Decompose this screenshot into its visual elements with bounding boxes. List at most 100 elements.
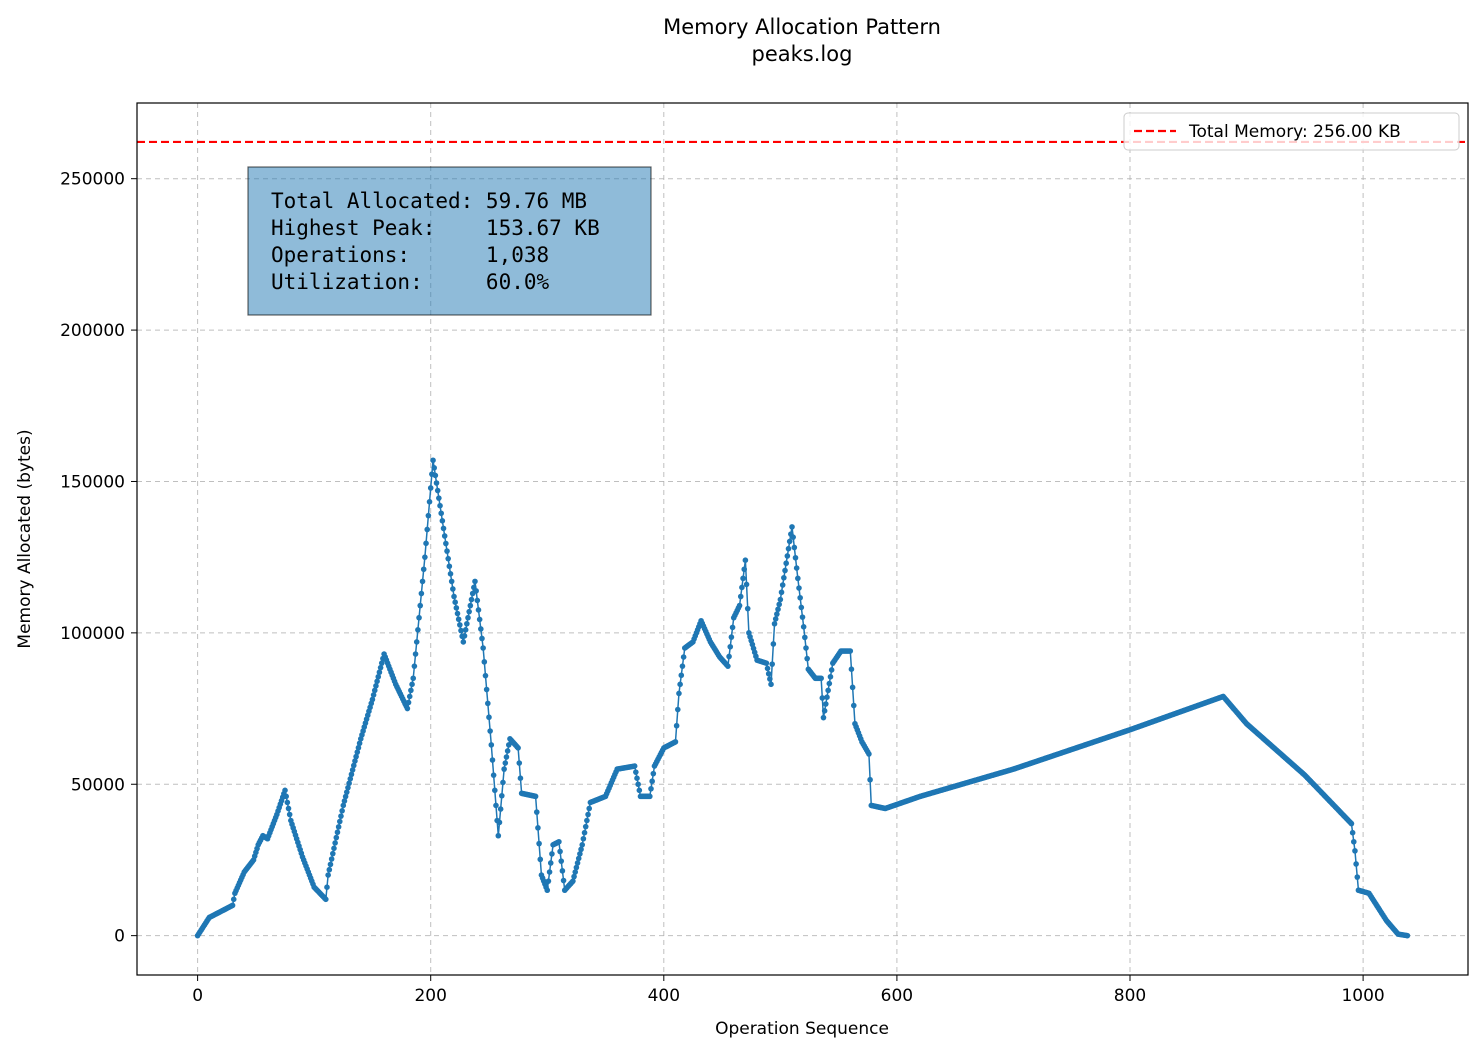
y-tick-label: 100000 xyxy=(60,624,125,644)
data-point xyxy=(355,744,362,751)
data-point xyxy=(417,602,424,609)
data-point xyxy=(454,610,461,617)
data-point xyxy=(330,850,336,857)
data-point xyxy=(422,554,428,560)
x-tick-label: 600 xyxy=(881,986,913,1006)
data-point xyxy=(537,856,544,863)
data-point xyxy=(496,819,503,826)
y-tick-label: 200000 xyxy=(60,321,125,341)
data-point xyxy=(492,787,498,794)
data-point xyxy=(577,851,583,857)
data-point xyxy=(649,778,655,785)
data-point xyxy=(341,798,348,804)
data-point xyxy=(573,864,580,871)
data-point xyxy=(370,692,377,698)
data-point xyxy=(505,742,512,748)
data-point xyxy=(849,684,856,691)
data-point xyxy=(343,789,350,795)
data-point xyxy=(504,748,511,754)
data-point xyxy=(792,554,799,561)
data-point xyxy=(481,659,488,665)
series-memory xyxy=(194,457,1411,939)
data-point xyxy=(516,760,523,766)
data-point xyxy=(779,582,786,588)
data-point xyxy=(457,622,463,628)
data-point xyxy=(1350,838,1357,845)
data-point xyxy=(486,714,492,721)
data-point xyxy=(420,566,427,573)
data-point xyxy=(423,540,429,547)
data-point xyxy=(584,817,590,824)
data-point xyxy=(784,553,791,559)
data-point xyxy=(346,780,352,787)
data-point xyxy=(559,868,566,874)
data-point xyxy=(473,588,479,594)
data-point xyxy=(547,860,554,866)
stats-total-allocated: Total Allocated: 59.76 MB xyxy=(271,189,587,213)
grid-lines xyxy=(137,103,1468,975)
data-point xyxy=(497,806,504,812)
data-point xyxy=(778,589,785,596)
data-point xyxy=(743,581,750,588)
data-point xyxy=(793,565,800,571)
data-point xyxy=(795,575,801,582)
x-tick-label: 1000 xyxy=(1341,986,1384,1006)
data-point xyxy=(448,578,455,585)
data-point xyxy=(500,779,506,786)
data-point xyxy=(324,884,330,890)
data-point xyxy=(800,624,807,630)
data-point xyxy=(451,593,457,600)
data-point xyxy=(432,472,439,479)
data-point xyxy=(404,705,411,712)
data-point xyxy=(452,599,458,605)
data-point xyxy=(369,696,376,703)
stats-utilization: Utilization: 60.0% xyxy=(271,270,550,294)
data-point xyxy=(467,602,474,609)
legend: Total Memory: 256.00 KB xyxy=(1123,112,1460,151)
data-point xyxy=(678,672,685,679)
data-point xyxy=(739,584,745,591)
data-point xyxy=(673,722,680,729)
data-point xyxy=(450,586,456,592)
data-point xyxy=(461,633,468,639)
data-point xyxy=(867,776,873,783)
data-point xyxy=(574,860,581,866)
data-point xyxy=(405,699,412,706)
data-point xyxy=(1348,820,1355,827)
data-point xyxy=(634,775,640,781)
data-point xyxy=(535,825,541,831)
data-point xyxy=(325,872,331,878)
y-axis-label: Memory Allocated (bytes) xyxy=(15,429,35,648)
data-point xyxy=(431,465,438,471)
data-point xyxy=(335,824,342,830)
data-point xyxy=(825,687,831,694)
data-point xyxy=(376,669,383,676)
data-point xyxy=(375,673,382,680)
data-point xyxy=(443,540,449,547)
data-point xyxy=(284,799,291,806)
stats-box: Total Allocated: 59.76 MB Highest Peak: … xyxy=(247,166,652,316)
y-axis-ticks: 0 50000 100000 150000 200000 250000 xyxy=(60,170,137,947)
data-point xyxy=(769,661,775,667)
data-point xyxy=(850,702,857,709)
data-point xyxy=(544,887,551,894)
data-point xyxy=(586,805,593,812)
data-point xyxy=(728,634,735,640)
data-point xyxy=(434,487,441,494)
data-point xyxy=(416,614,422,621)
data-point xyxy=(332,840,338,846)
data-point xyxy=(408,687,414,694)
data-point xyxy=(790,534,796,540)
data-point xyxy=(378,660,385,666)
y-tick-label: 250000 xyxy=(60,170,125,190)
data-point xyxy=(772,616,779,622)
data-point xyxy=(764,665,771,672)
data-point xyxy=(502,760,509,766)
legend-box xyxy=(1123,112,1460,151)
data-point xyxy=(826,680,833,687)
data-point xyxy=(775,606,781,613)
data-point xyxy=(823,701,829,707)
data-point xyxy=(677,681,683,688)
data-point xyxy=(770,641,777,647)
data-point xyxy=(676,690,682,697)
